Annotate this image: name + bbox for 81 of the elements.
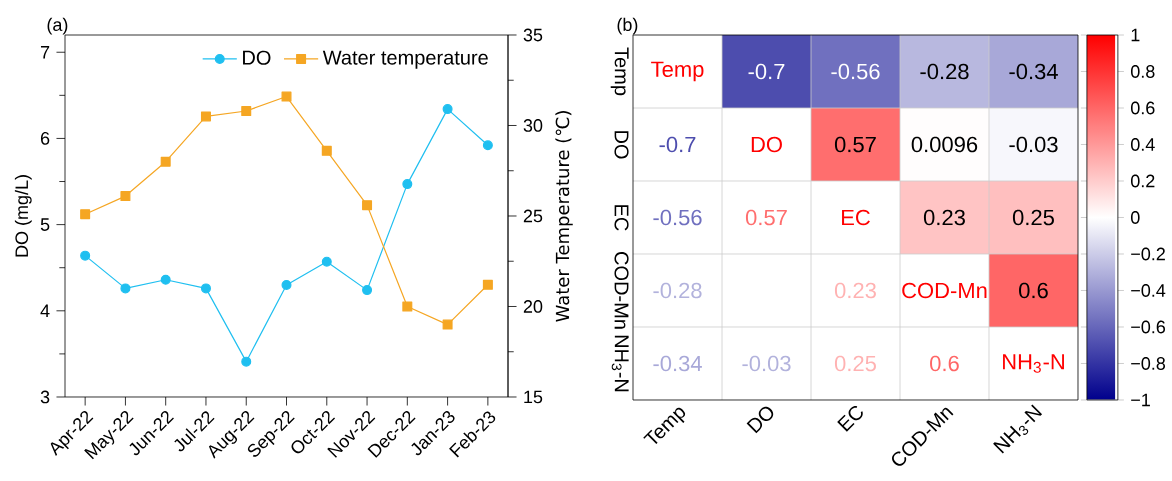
point (200, 283, 211, 294)
text: 0.25 (834, 355, 876, 372)
point (442, 104, 453, 115)
point (281, 279, 292, 290)
text: -0.28 (653, 282, 702, 299)
color-bar-label: 0.6 (1130, 101, 1155, 115)
x-tick-label: NH$_{3}$-N (993, 404, 1043, 454)
point (321, 256, 332, 267)
data-label: -0.34 (1009, 63, 1058, 80)
y-tick-label: 7 (40, 46, 50, 59)
point (442, 319, 453, 330)
point (80, 209, 91, 220)
point (80, 250, 91, 261)
y-tick-label: EC (614, 205, 629, 231)
color-bar-label: −0.2 (1131, 247, 1165, 261)
point (160, 156, 171, 167)
x-tick-label: EC (837, 406, 863, 432)
data-label: 0.6 (1019, 282, 1048, 299)
y-tick-label: 5 (40, 218, 50, 231)
y2-tick-label: 35 (523, 28, 543, 42)
text: 0.57 (745, 209, 787, 226)
point (402, 179, 413, 190)
text: DO (751, 136, 782, 153)
text: -0.56 (653, 209, 702, 226)
color-bar-label: −0.6 (1131, 320, 1166, 334)
text: Temp (651, 61, 704, 82)
y-tick-label: 4 (40, 304, 50, 317)
text: 0.6 (930, 355, 959, 372)
point (120, 283, 131, 294)
text: -0.03 (742, 355, 791, 372)
point (362, 200, 373, 211)
color-bar-label: 0.8 (1130, 65, 1155, 78)
point (482, 279, 493, 290)
y2-tick-label: 25 (523, 209, 543, 223)
data-label: -0.03 (1009, 136, 1058, 153)
data-label: 0.25 (1012, 209, 1054, 226)
y2-tick-label: 20 (523, 300, 543, 313)
point (241, 106, 252, 117)
legend-label: DO (243, 50, 271, 65)
y2-tick-label: 30 (523, 119, 543, 132)
y2-tick-label: 15 (524, 390, 543, 404)
color-bar-label: 0.2 (1130, 174, 1155, 188)
point (200, 111, 211, 122)
color-bar-label: −0.4 (1131, 284, 1166, 297)
text: 0.23 (834, 282, 876, 299)
color-bar-label: 0.4 (1130, 138, 1155, 151)
color-bar-label: 0 (1130, 211, 1140, 224)
y-tick-label: DO (614, 131, 629, 159)
y2-axis-title: Water Temperature (℃) (555, 111, 573, 322)
x-tick-label: DO (746, 406, 774, 434)
point (281, 91, 292, 102)
color-bar-label: −1 (1131, 393, 1150, 407)
data-label: -0.56 (831, 63, 880, 80)
y-tick-label: COD-Mn (614, 252, 629, 329)
legend-label: Water temperature (322, 50, 488, 69)
data-label: -0.28 (920, 63, 969, 80)
data-label: -0.7 (748, 63, 785, 80)
data-label: 0.0096 (911, 136, 978, 153)
color-bar-label: −0.8 (1131, 357, 1166, 370)
text: (a) (47, 17, 68, 35)
y-tick-label: 6 (40, 132, 50, 145)
data-label: 0.57 (834, 136, 876, 153)
point (241, 356, 252, 367)
point (482, 140, 493, 151)
data-label: 0.23 (923, 209, 965, 226)
point (402, 301, 413, 312)
text: -0.7 (659, 136, 696, 153)
text: EC (842, 209, 870, 226)
text: NH$_{3}$-N (1003, 354, 1064, 373)
y-axis-title: DO (mg/L) (14, 175, 32, 257)
color-bar-label: 1 (1131, 28, 1140, 42)
text: COD-Mn (902, 282, 987, 299)
point (321, 145, 332, 156)
y-tick-label: 3 (40, 390, 50, 404)
point (362, 285, 373, 296)
text: -0.34 (653, 355, 702, 372)
point (120, 191, 131, 202)
point (160, 274, 171, 285)
text: (b) (617, 17, 638, 35)
y-tick-label: NH$_{3}$-N (611, 335, 629, 392)
y-tick-label: Temp (610, 47, 629, 96)
